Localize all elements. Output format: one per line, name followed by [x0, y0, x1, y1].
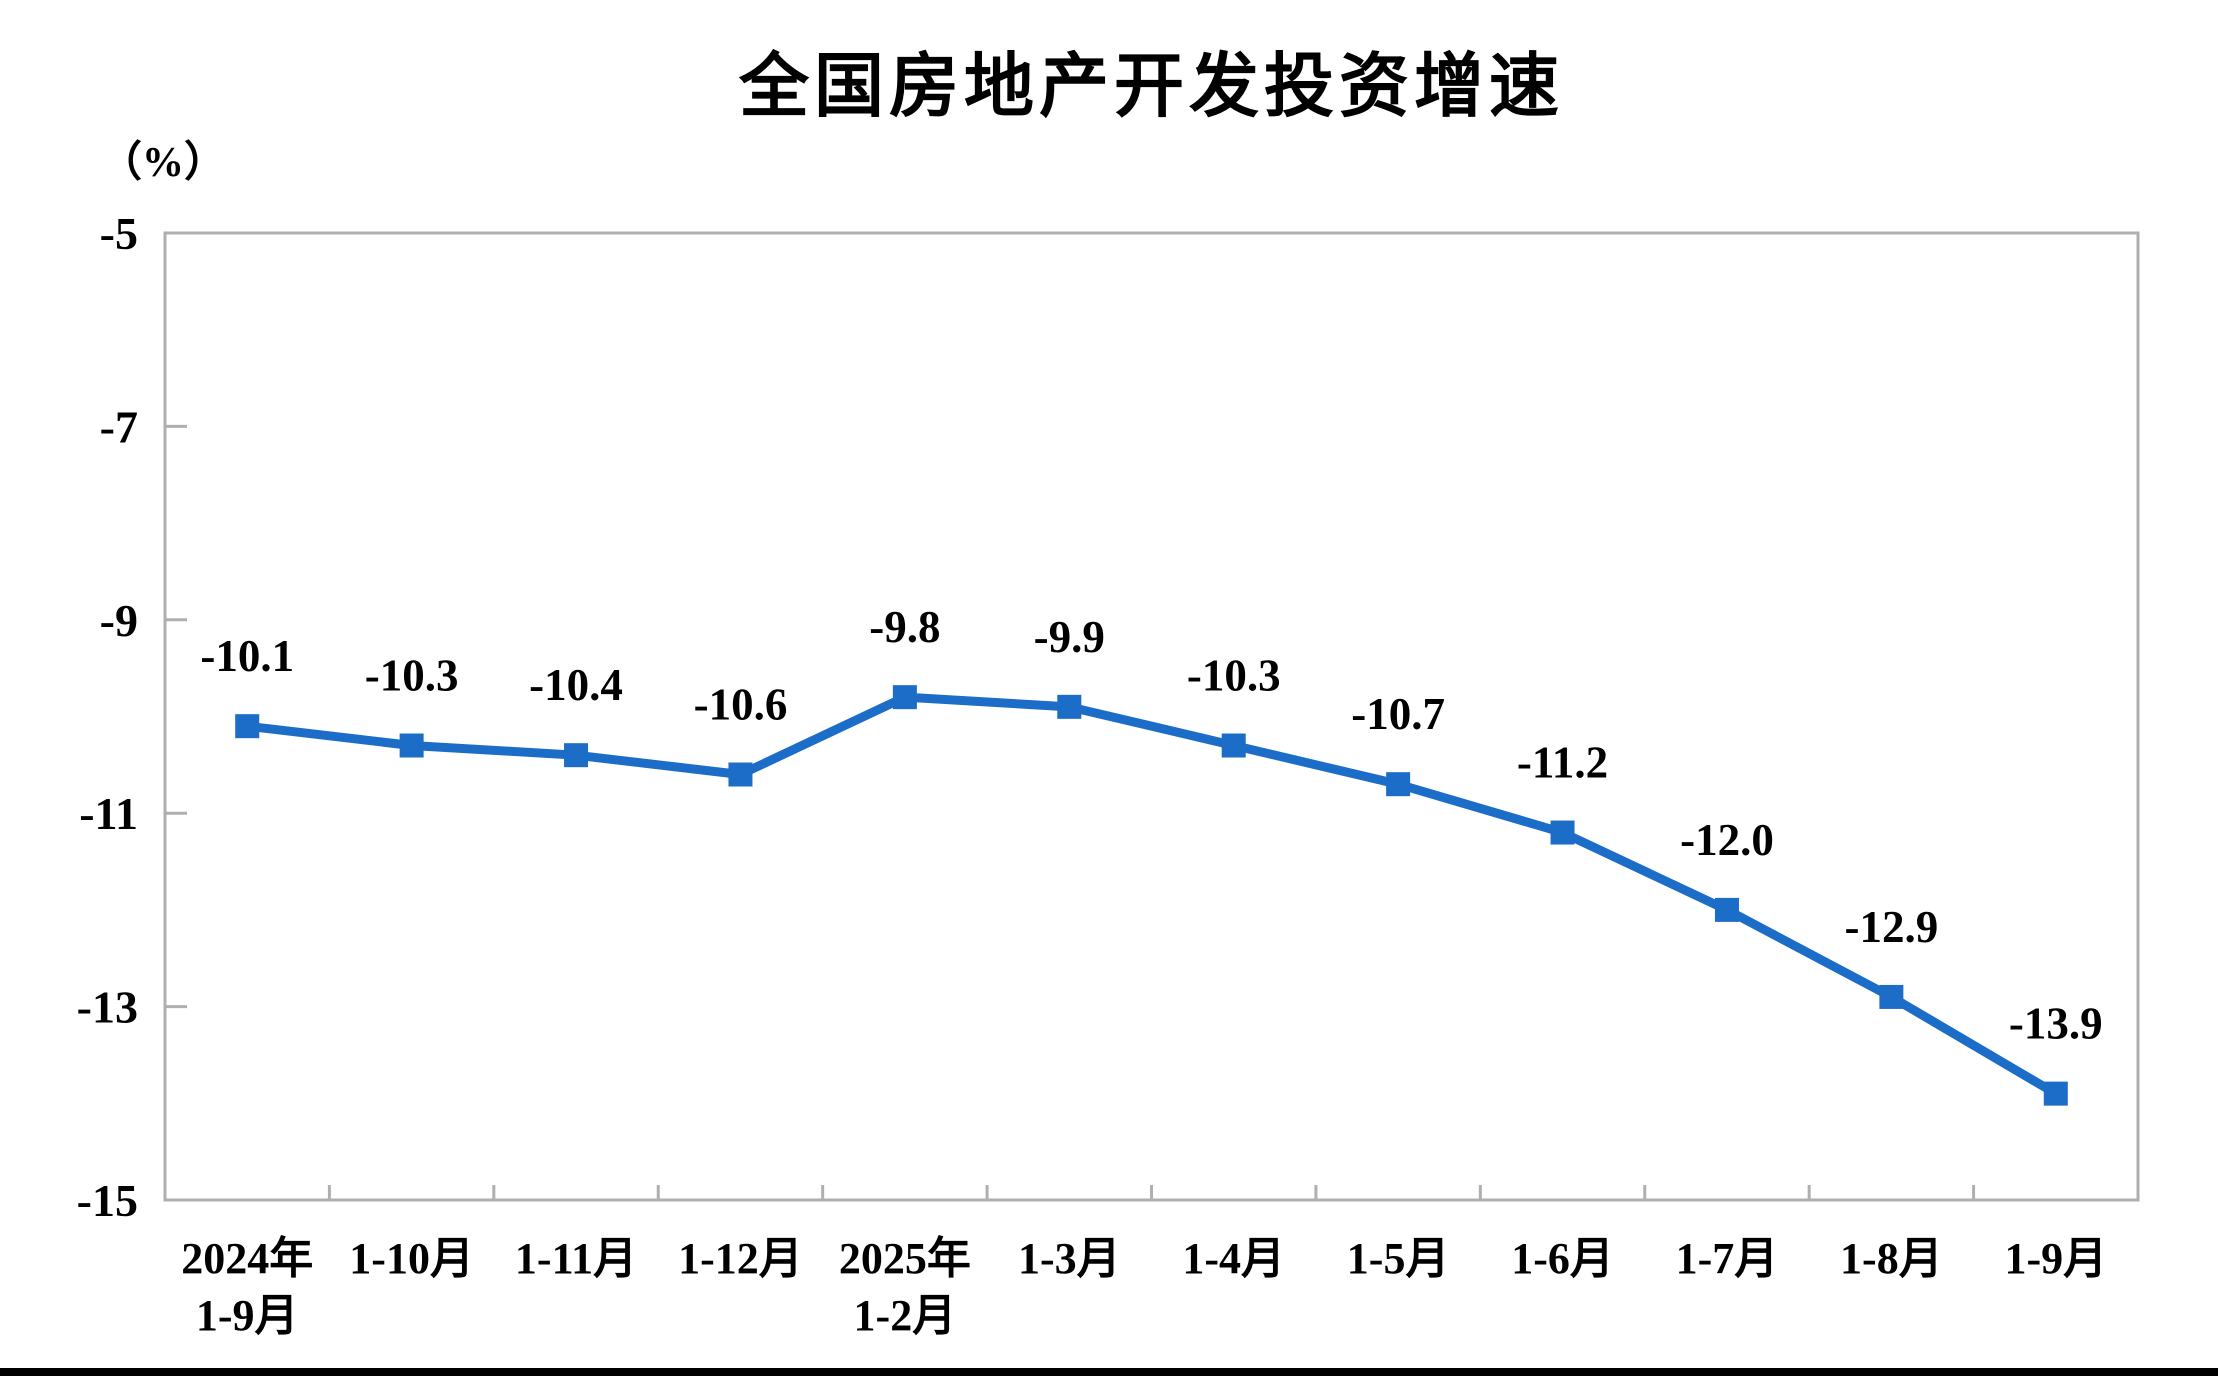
x-tick-label: 1-4月 — [1182, 1234, 1285, 1283]
x-tick-label: 1-8月 — [1840, 1234, 1943, 1283]
data-point-marker — [1057, 694, 1082, 719]
data-point-label: -11.2 — [1517, 738, 1608, 788]
x-tick-label: 1-10月 — [349, 1234, 474, 1283]
data-point-marker — [564, 743, 589, 768]
x-tick-label: 1-9月 — [2004, 1234, 2107, 1283]
x-tick-label: 1-11月 — [515, 1234, 637, 1283]
data-point-label: -10.1 — [200, 631, 294, 681]
data-point-marker — [1879, 984, 1904, 1009]
data-point-marker — [399, 733, 424, 758]
data-point-marker — [1714, 897, 1739, 922]
x-tick-label: 1-5月 — [1347, 1234, 1450, 1283]
plot-border — [163, 231, 2140, 1202]
y-tick-label: -7 — [100, 401, 138, 452]
data-point-label: -10.3 — [1187, 651, 1281, 701]
data-point-label: -10.7 — [1351, 689, 1445, 739]
x-tick-label: 1-9月 — [196, 1291, 299, 1340]
x-tick-label: 1-2月 — [854, 1291, 957, 1340]
y-tick-label: -9 — [100, 595, 138, 646]
data-point-marker — [1550, 820, 1575, 845]
x-tick-label: 1-3月 — [1018, 1234, 1121, 1283]
y-tick-label: -5 — [100, 208, 138, 259]
y-axis-unit-label: （%） — [100, 140, 227, 186]
x-tick-label: 2024年 — [181, 1234, 313, 1283]
data-point-label: -9.8 — [869, 602, 940, 652]
x-tick-label: 1-12月 — [678, 1234, 803, 1283]
data-point-label: -10.4 — [529, 660, 623, 710]
data-point-label: -10.6 — [694, 680, 788, 730]
series-line — [246, 692, 2059, 1098]
y-tick-label: -11 — [79, 788, 138, 839]
data-point-marker — [728, 762, 753, 787]
y-tick-label: -15 — [77, 1175, 138, 1226]
data-point-marker — [1221, 733, 1246, 758]
data-point-label: -12.9 — [1845, 902, 1939, 952]
data-point-marker — [235, 714, 260, 739]
data-point-label: -9.9 — [1034, 612, 1105, 662]
data-point-marker — [2043, 1081, 2068, 1106]
data-point-marker — [1386, 772, 1411, 797]
x-tick-label: 2025年 — [839, 1234, 971, 1283]
x-tick-label: 1-6月 — [1511, 1234, 1614, 1283]
data-point-marker — [892, 685, 917, 710]
data-point-label: -12.0 — [1680, 815, 1774, 865]
data-point-label: -13.9 — [2009, 999, 2103, 1049]
y-tick-label: -13 — [77, 982, 138, 1033]
data-point-label: -10.3 — [365, 651, 459, 701]
x-tick-label: 1-7月 — [1676, 1234, 1779, 1283]
bottom-bar — [0, 1368, 2218, 1376]
chart-title: 全国房地产开发投资增速 — [739, 45, 1564, 127]
